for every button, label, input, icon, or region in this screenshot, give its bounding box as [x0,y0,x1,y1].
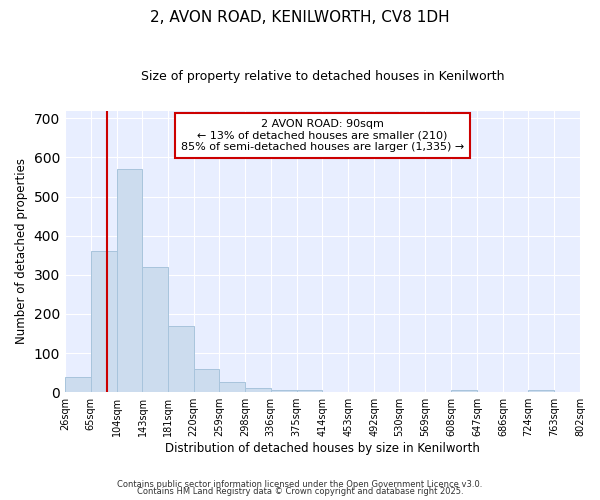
Bar [91,252,116,392]
Bar [116,169,142,392]
Bar [168,326,194,392]
Bar [65,376,91,392]
Bar [245,388,271,392]
Bar [142,267,168,392]
Text: Contains public sector information licensed under the Open Government Licence v3: Contains public sector information licen… [118,480,482,489]
Bar [194,368,220,392]
Bar [528,390,554,392]
Bar [296,390,322,392]
Bar [220,382,245,392]
Text: Contains HM Land Registry data © Crown copyright and database right 2025.: Contains HM Land Registry data © Crown c… [137,487,463,496]
Bar [271,390,296,392]
Title: Size of property relative to detached houses in Kenilworth: Size of property relative to detached ho… [140,70,504,83]
Text: 2 AVON ROAD: 90sqm
← 13% of detached houses are smaller (210)
85% of semi-detach: 2 AVON ROAD: 90sqm ← 13% of detached hou… [181,119,464,152]
Bar [451,390,477,392]
X-axis label: Distribution of detached houses by size in Kenilworth: Distribution of detached houses by size … [165,442,480,455]
Y-axis label: Number of detached properties: Number of detached properties [15,158,28,344]
Text: 2, AVON ROAD, KENILWORTH, CV8 1DH: 2, AVON ROAD, KENILWORTH, CV8 1DH [150,10,450,25]
